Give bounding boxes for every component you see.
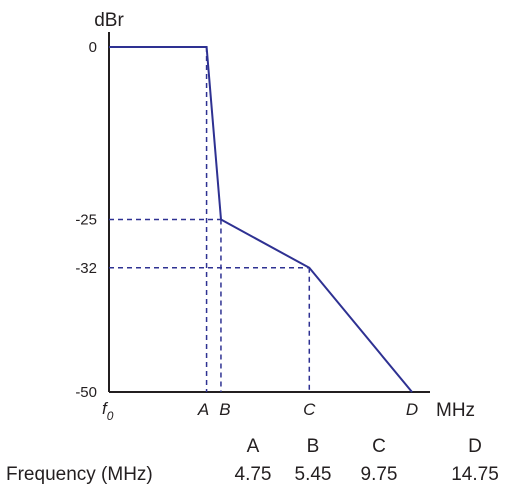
y-tick-label-0: 0 (89, 39, 97, 56)
y-tick-label--25: -25 (75, 212, 97, 229)
y-tick-label--32: -32 (75, 260, 97, 277)
table-value-c: 9.75 (361, 464, 398, 485)
x-point-label-b: B (219, 400, 230, 419)
y-tick-label--50: -50 (75, 384, 97, 401)
table-row-label: Frequency (MHz) (6, 464, 153, 485)
x-axis-title: MHz (436, 400, 475, 421)
table-header-d: D (468, 436, 482, 457)
x-point-label-c: C (303, 400, 316, 419)
origin-label-subscript: 0 (107, 409, 114, 423)
guide-lines (109, 47, 311, 392)
mask-curve (109, 46, 413, 393)
y-tick-labels: 0 -25 -32 -50 (75, 39, 97, 401)
frequency-table: Frequency (MHz) A 4.75 B 5.45 C 9.75 D 14.75 (6, 436, 499, 485)
y-axis-title: dBr (94, 10, 124, 31)
table-columns: A 4.75 B 5.45 C 9.75 D 14.75 (235, 436, 499, 485)
table-header-a: A (247, 436, 260, 457)
x-point-label-a: A (197, 400, 209, 419)
table-value-b: 5.45 (295, 464, 332, 485)
origin-label-main: f (102, 399, 109, 418)
curve-layer (108, 46, 413, 393)
table-header-b: B (307, 436, 320, 457)
table-value-d: 14.75 (451, 464, 499, 485)
table-header-c: C (372, 436, 386, 457)
x-point-label-d: D (406, 400, 418, 419)
table-value-a: 4.75 (235, 464, 272, 485)
origin-label: f0 (102, 399, 114, 423)
